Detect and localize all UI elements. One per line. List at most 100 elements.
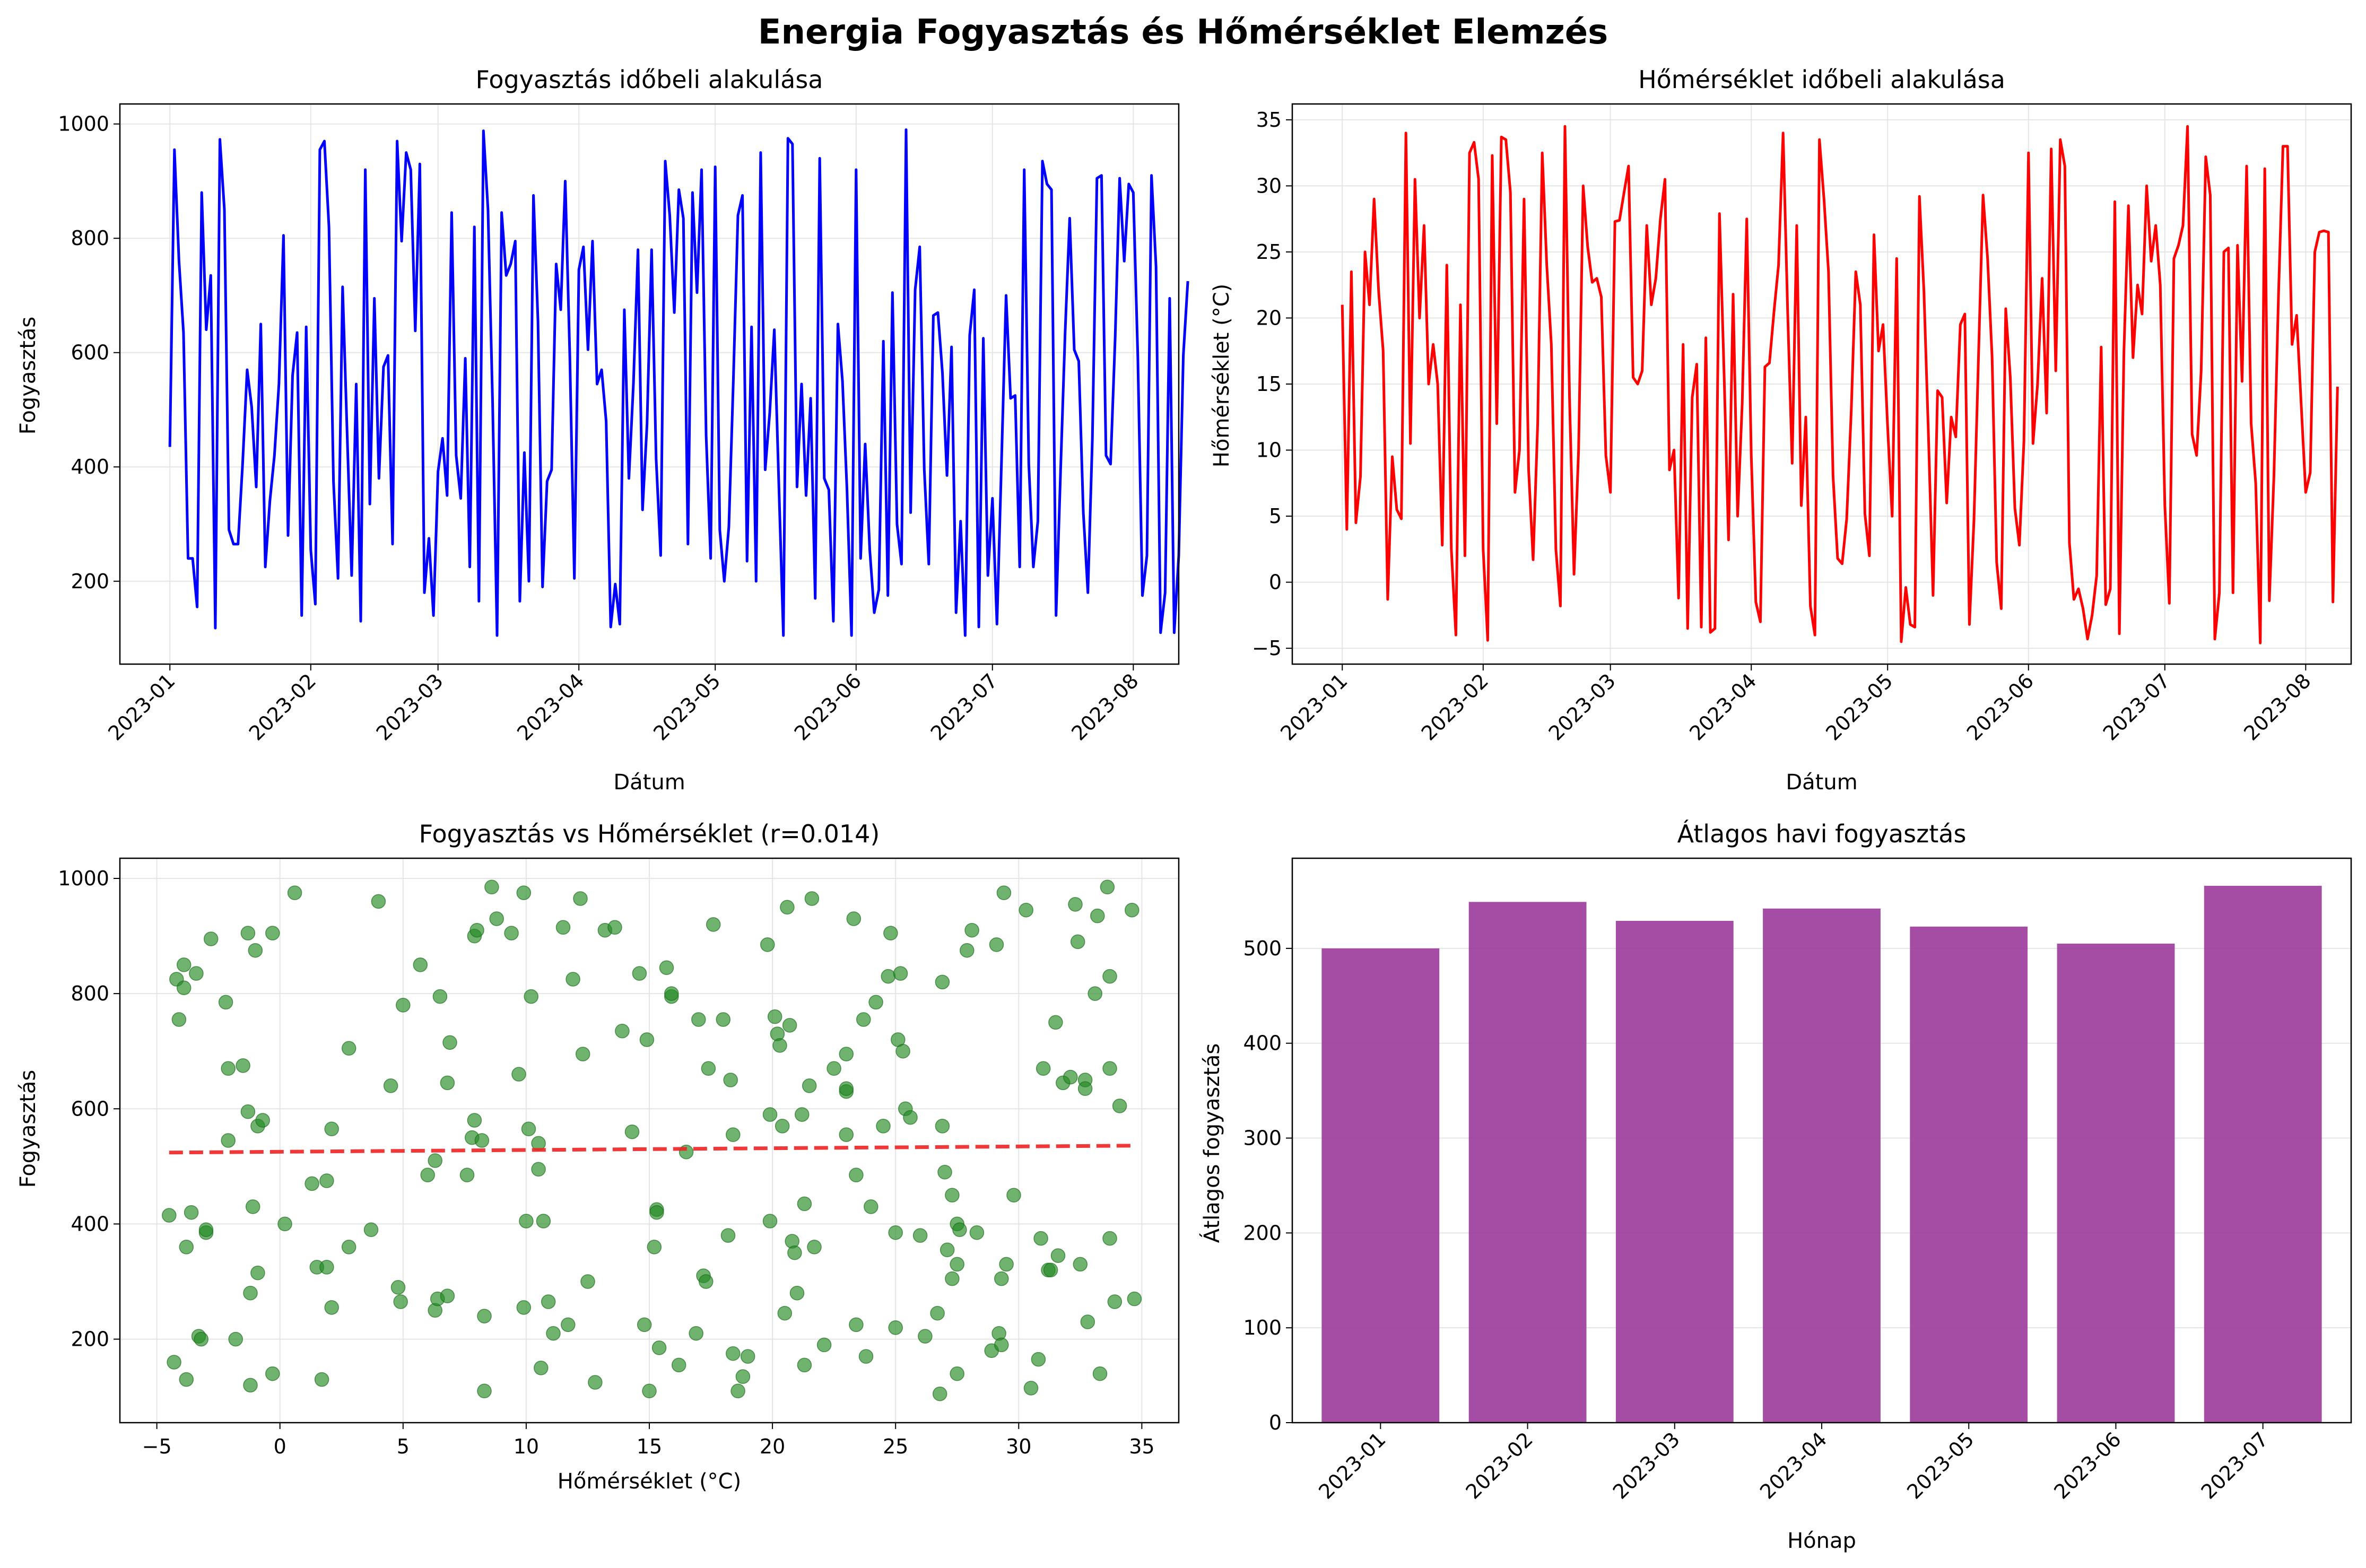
scatter-point-125 (777, 1305, 793, 1321)
temperature-time-ytick-label-3: 10 (1256, 439, 1282, 462)
monthly-bar-ytick-label-4: 400 (1243, 1032, 1282, 1055)
scatter-point-55 (440, 1288, 455, 1303)
scatter-ytick-label-1: 400 (71, 1212, 109, 1235)
scatter-point-7 (179, 1240, 194, 1255)
scatter-point-131 (795, 1107, 810, 1122)
scatter-point-181 (994, 1271, 1009, 1286)
monthly-bar-xtick-label-1: 2023-02 (1462, 1427, 1537, 1503)
monthly-bar-ytick-label-5: 500 (1243, 937, 1282, 960)
consumption-time-plot-frame (119, 103, 1180, 665)
scatter-point-17 (221, 1133, 236, 1148)
scatter-point-151 (881, 969, 896, 984)
scatter-point-62 (474, 1133, 490, 1148)
scatter-plot-frame (119, 857, 1180, 1424)
scatter-point-37 (319, 1173, 334, 1188)
scatter-point-200 (1077, 1081, 1093, 1096)
consumption-time-ytick-label-0: 200 (71, 570, 109, 593)
scatter-point-162 (930, 1305, 945, 1321)
scatter-title: Fogyasztás vs Hőmérséklet (r=0.014) (419, 820, 880, 848)
scatter-point-71 (519, 1214, 534, 1229)
consumption-time-ytick-label-2: 600 (71, 341, 109, 364)
scatter-point-108 (701, 1061, 716, 1076)
scatter-xtick-label-5: 20 (760, 1435, 785, 1458)
scatter-point-196 (1068, 897, 1083, 912)
scatter-point-210 (1112, 1099, 1127, 1113)
scatter-point-45 (390, 1280, 406, 1295)
scatter-point-56 (442, 1035, 457, 1050)
consumption-time-ytick-label-4: 1000 (58, 112, 109, 136)
scatter-point-127 (782, 1018, 797, 1033)
monthly-bar-xtick-label-3: 2023-04 (1755, 1427, 1831, 1503)
scatter-point-163 (932, 1386, 947, 1401)
scatter-point-132 (797, 1357, 812, 1373)
scatter-point-183 (999, 1257, 1014, 1272)
scatter-point-93 (639, 1032, 655, 1047)
scatter-point-69 (516, 885, 532, 900)
scatter-point-80 (555, 920, 571, 935)
temperature-time-xtick-label-6: 2023-07 (2099, 669, 2174, 745)
temperature-time-ytick-label-7: 30 (1256, 174, 1282, 197)
scatter-xtick-label-2: 5 (397, 1435, 410, 1458)
scatter-point-84 (575, 1047, 590, 1061)
scatter-point-187 (1031, 1352, 1046, 1367)
scatter-point-23 (243, 1378, 258, 1393)
scatter-point-212 (1127, 1291, 1142, 1306)
consumption-time-xtick-label-5: 2023-06 (790, 669, 866, 745)
scatter-xtick-label-8: 35 (1129, 1435, 1154, 1458)
temperature-time-plot-frame (1291, 103, 2352, 665)
scatter-point-180 (994, 1337, 1009, 1353)
scatter-point-135 (804, 891, 820, 906)
scatter-point-149 (868, 995, 883, 1010)
scatter-point-110 (716, 1012, 731, 1027)
scatter-point-46 (393, 1294, 408, 1309)
monthly-bar-ytick-label-0: 0 (1269, 1411, 1282, 1434)
consumption-time-xtick-label-1: 2023-02 (245, 669, 320, 745)
scatter-point-43 (371, 894, 386, 909)
scatter-point-78 (541, 1294, 556, 1309)
monthly-bar-2023-04 (1763, 908, 1881, 1423)
monthly-bar-ytick-label-3: 300 (1243, 1127, 1282, 1150)
monthly-bar-ytick-label-1: 100 (1243, 1316, 1282, 1339)
scatter-point-160 (912, 1228, 928, 1243)
scatter-point-195 (1063, 1069, 1078, 1085)
consumption-time-xtick-label-3: 2023-04 (512, 669, 588, 745)
scatter-point-59 (467, 1113, 482, 1128)
scatter-trend-line (169, 1144, 1135, 1155)
scatter-point-20 (240, 926, 256, 940)
monthly-bar-xtick-label-0: 2023-01 (1314, 1427, 1390, 1503)
scatter-point-141 (839, 1081, 854, 1096)
scatter-point-143 (846, 911, 862, 926)
scatter-point-175 (964, 922, 979, 938)
scatter-xtick-label-6: 25 (883, 1435, 908, 1458)
scatter-point-79 (546, 1326, 561, 1341)
consumption-time-xtick-label-4: 2023-05 (649, 669, 725, 745)
scatter-xtick-label-7: 30 (1006, 1435, 1031, 1458)
scatter-ytick-label-3: 800 (71, 982, 109, 1005)
scatter-point-204 (1092, 1366, 1108, 1381)
scatter-point-111 (720, 1228, 736, 1243)
scatter-point-30 (265, 1366, 280, 1381)
consumption-time-xtick-label-2: 2023-03 (372, 669, 448, 745)
scatter-point-68 (511, 1067, 526, 1082)
monthly-bar-chart: Átlagos havi fogyasztás Hónap Átlagos fo… (1199, 820, 2352, 1553)
scatter-point-97 (649, 1205, 664, 1220)
scatter-point-136 (807, 1240, 822, 1255)
scatter-point-40 (341, 1041, 356, 1056)
scatter-point-205 (1100, 879, 1115, 895)
scatter-point-16 (221, 1061, 236, 1076)
scatter-point-188 (1033, 1231, 1048, 1246)
scatter-xlabel: Hőmérséklet (°C) (558, 1469, 741, 1494)
scatter-point-48 (413, 957, 428, 972)
scatter-point-82 (566, 972, 580, 987)
scatter-point-11 (194, 1331, 208, 1347)
scatter-point-107 (699, 1274, 714, 1289)
scatter-point-207 (1102, 1061, 1117, 1076)
scatter-point-115 (730, 1383, 745, 1399)
consumption-time-xtick-label-7: 2023-08 (1067, 669, 1143, 745)
scatter-point-67 (504, 926, 519, 940)
scatter-point-152 (883, 926, 898, 940)
scatter-point-137 (816, 1337, 832, 1353)
scatter-point-64 (477, 1383, 492, 1399)
scatter-point-6 (179, 1372, 194, 1387)
scatter-point-138 (827, 1061, 841, 1076)
